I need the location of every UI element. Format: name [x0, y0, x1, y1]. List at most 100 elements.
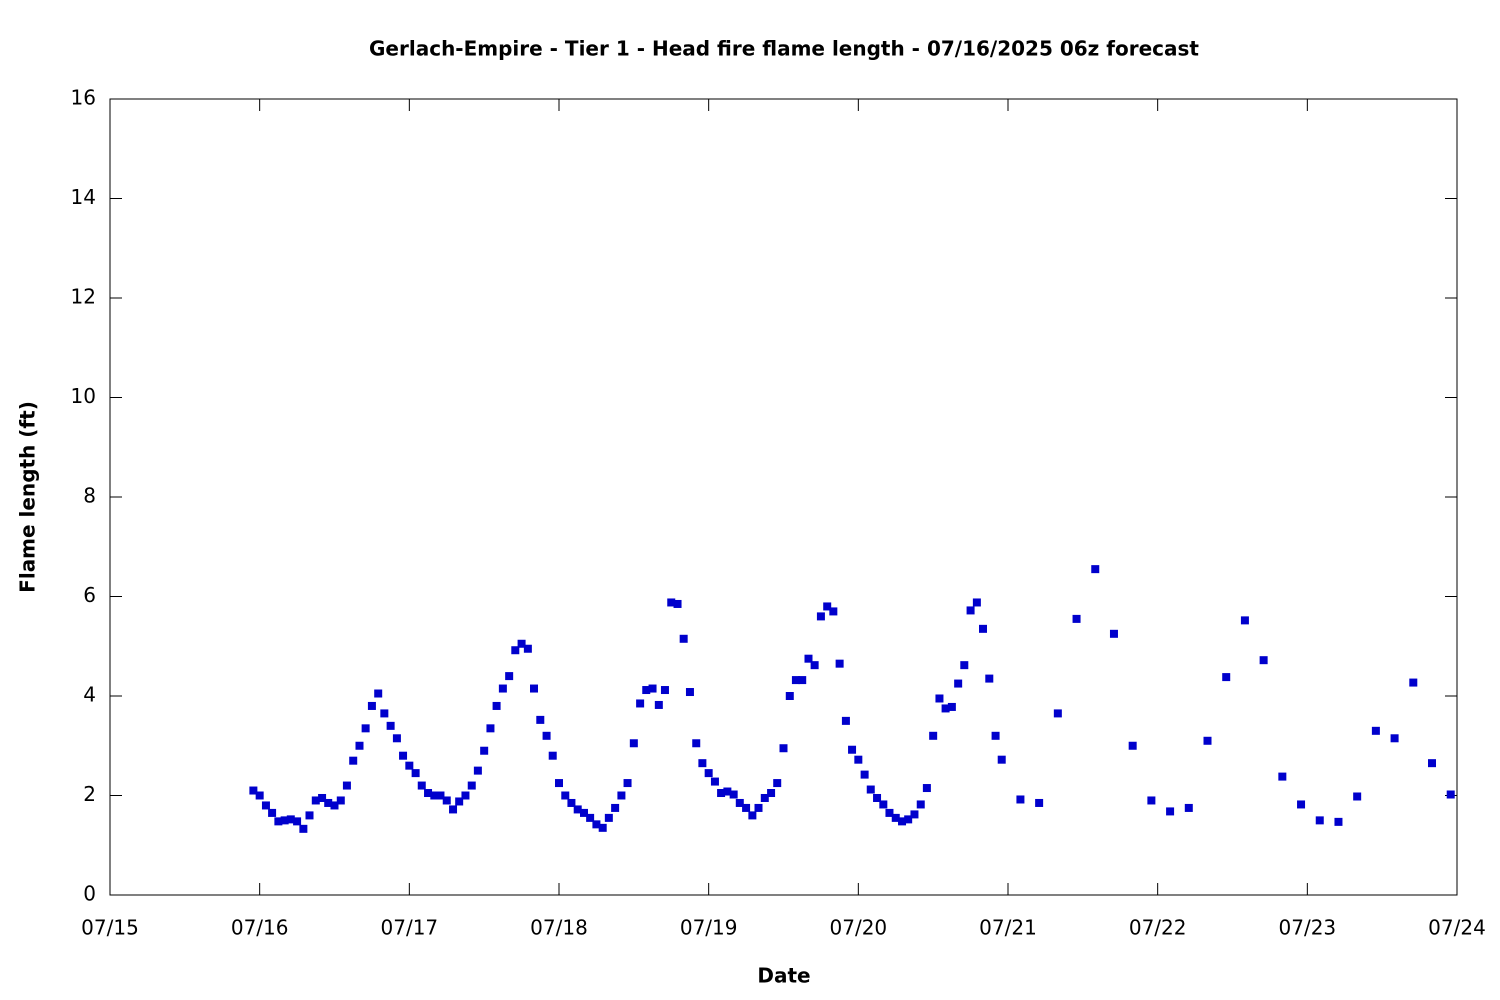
- data-point: [517, 639, 526, 648]
- x-tick-label: 07/15: [81, 916, 139, 940]
- data-point: [361, 724, 370, 733]
- data-point: [473, 766, 482, 775]
- data-point: [386, 721, 395, 730]
- data-point: [804, 654, 813, 663]
- data-point: [629, 739, 638, 748]
- data-point: [823, 602, 832, 611]
- data-point: [854, 755, 863, 764]
- data-point: [692, 739, 701, 748]
- data-point: [636, 699, 645, 708]
- data-point: [898, 817, 907, 826]
- data-point: [286, 815, 295, 824]
- data-point: [685, 688, 694, 697]
- data-point: [1371, 726, 1380, 735]
- data-point: [411, 769, 420, 778]
- data-point: [268, 808, 277, 817]
- data-point: [405, 761, 414, 770]
- data-point: [274, 817, 283, 826]
- x-tick-label: 07/22: [1129, 916, 1187, 940]
- data-point: [261, 801, 270, 810]
- data-point: [922, 784, 931, 793]
- data-point: [1091, 565, 1100, 574]
- data-point: [929, 731, 938, 740]
- data-point: [293, 817, 302, 826]
- data-point: [367, 701, 376, 710]
- data-point: [773, 779, 782, 788]
- data-point: [798, 676, 807, 685]
- data-point: [891, 813, 900, 822]
- data-point: [904, 815, 913, 824]
- data-point: [979, 624, 988, 633]
- data-point: [1409, 678, 1418, 687]
- data-point: [573, 805, 582, 814]
- data-point: [330, 801, 339, 810]
- data-point: [486, 724, 495, 733]
- data-point: [1147, 796, 1156, 805]
- data-point: [1053, 709, 1062, 718]
- data-point: [710, 777, 719, 786]
- data-point: [941, 704, 950, 713]
- data-point: [536, 715, 545, 724]
- data-point: [879, 800, 888, 809]
- x-tick-label: 07/17: [381, 916, 439, 940]
- data-point: [604, 813, 613, 822]
- data-point: [318, 793, 327, 802]
- data-point: [1203, 736, 1212, 745]
- y-tick-label: 12: [71, 285, 96, 309]
- data-point: [611, 803, 620, 812]
- data-point: [436, 791, 445, 800]
- data-point: [829, 607, 838, 616]
- y-tick-label: 0: [83, 882, 96, 906]
- data-point: [754, 803, 763, 812]
- data-point: [523, 644, 532, 653]
- data-point: [349, 756, 358, 765]
- x-tick-label: 07/20: [830, 916, 888, 940]
- data-point: [480, 746, 489, 755]
- data-point: [380, 709, 389, 718]
- data-point: [1297, 800, 1306, 809]
- data-point: [511, 646, 520, 655]
- data-point: [280, 816, 289, 825]
- data-point: [311, 796, 320, 805]
- data-point: [492, 701, 501, 710]
- data-point: [567, 798, 576, 807]
- data-point: [835, 659, 844, 668]
- data-point: [555, 779, 563, 788]
- data-point: [598, 823, 607, 832]
- data-point: [1035, 798, 1044, 807]
- data-point: [704, 769, 713, 778]
- data-point: [542, 731, 551, 740]
- data-point: [449, 805, 458, 814]
- data-point: [654, 700, 663, 709]
- data-point: [392, 734, 401, 743]
- y-axis-label: Flame length (ft): [16, 401, 40, 593]
- data-point: [461, 791, 470, 800]
- data-point: [424, 789, 433, 798]
- y-tick-label: 8: [83, 484, 96, 508]
- data-point: [791, 676, 800, 685]
- x-tick-label: 07/23: [1279, 916, 1337, 940]
- data-point: [779, 744, 788, 753]
- data-point: [873, 793, 882, 802]
- x-tick-label: 07/24: [1428, 916, 1486, 940]
- data-point: [623, 779, 632, 788]
- data-point: [498, 684, 507, 693]
- data-point: [698, 759, 707, 768]
- data-point: [742, 803, 751, 812]
- data-point: [816, 612, 825, 621]
- data-point: [1109, 629, 1118, 638]
- data-point: [1128, 741, 1137, 750]
- data-point: [679, 634, 688, 643]
- data-point: [324, 798, 333, 807]
- data-point: [561, 791, 570, 800]
- data-point: [660, 686, 669, 695]
- data-point: [455, 797, 464, 806]
- data-point: [299, 824, 308, 833]
- data-point: [947, 702, 956, 711]
- data-point: [767, 789, 776, 798]
- data-point: [417, 781, 426, 790]
- data-point: [374, 689, 383, 698]
- data-point: [972, 598, 981, 607]
- y-tick-label: 10: [71, 384, 96, 408]
